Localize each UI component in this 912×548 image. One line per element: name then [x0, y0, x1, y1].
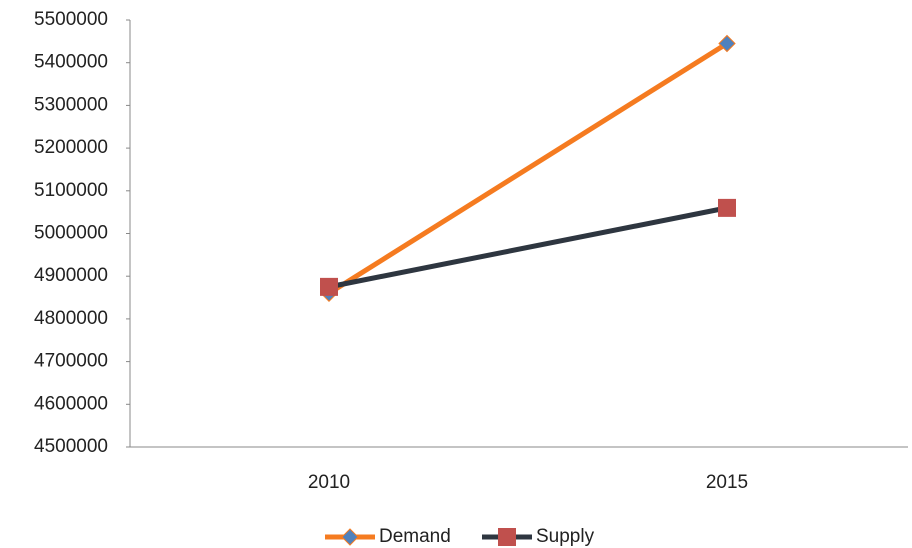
y-tick-label: 4500000	[34, 436, 108, 457]
y-tick-label: 4600000	[34, 393, 108, 414]
x-tick-label: 2015	[706, 472, 748, 493]
y-tick-label: 5000000	[34, 223, 108, 244]
y-tick-label: 5500000	[34, 9, 108, 30]
y-tick-label: 4900000	[34, 265, 108, 286]
legend-marker	[498, 528, 516, 546]
y-tick-label: 5400000	[34, 52, 108, 73]
data-marker	[718, 34, 736, 53]
series-line	[328, 205, 728, 290]
y-tick-label: 5300000	[34, 94, 108, 115]
x-tick-label: 2010	[308, 472, 350, 493]
y-tick-label: 5200000	[34, 137, 108, 158]
y-tick-label: 4700000	[34, 351, 108, 372]
y-tick-label: 4800000	[34, 308, 108, 329]
legend-label: Demand	[379, 526, 451, 547]
y-tick-label: 5100000	[34, 180, 108, 201]
data-marker	[718, 198, 736, 217]
series-line	[327, 41, 729, 296]
legend-marker	[341, 528, 359, 546]
data-marker	[320, 277, 338, 296]
legend-label: Supply	[536, 526, 595, 547]
